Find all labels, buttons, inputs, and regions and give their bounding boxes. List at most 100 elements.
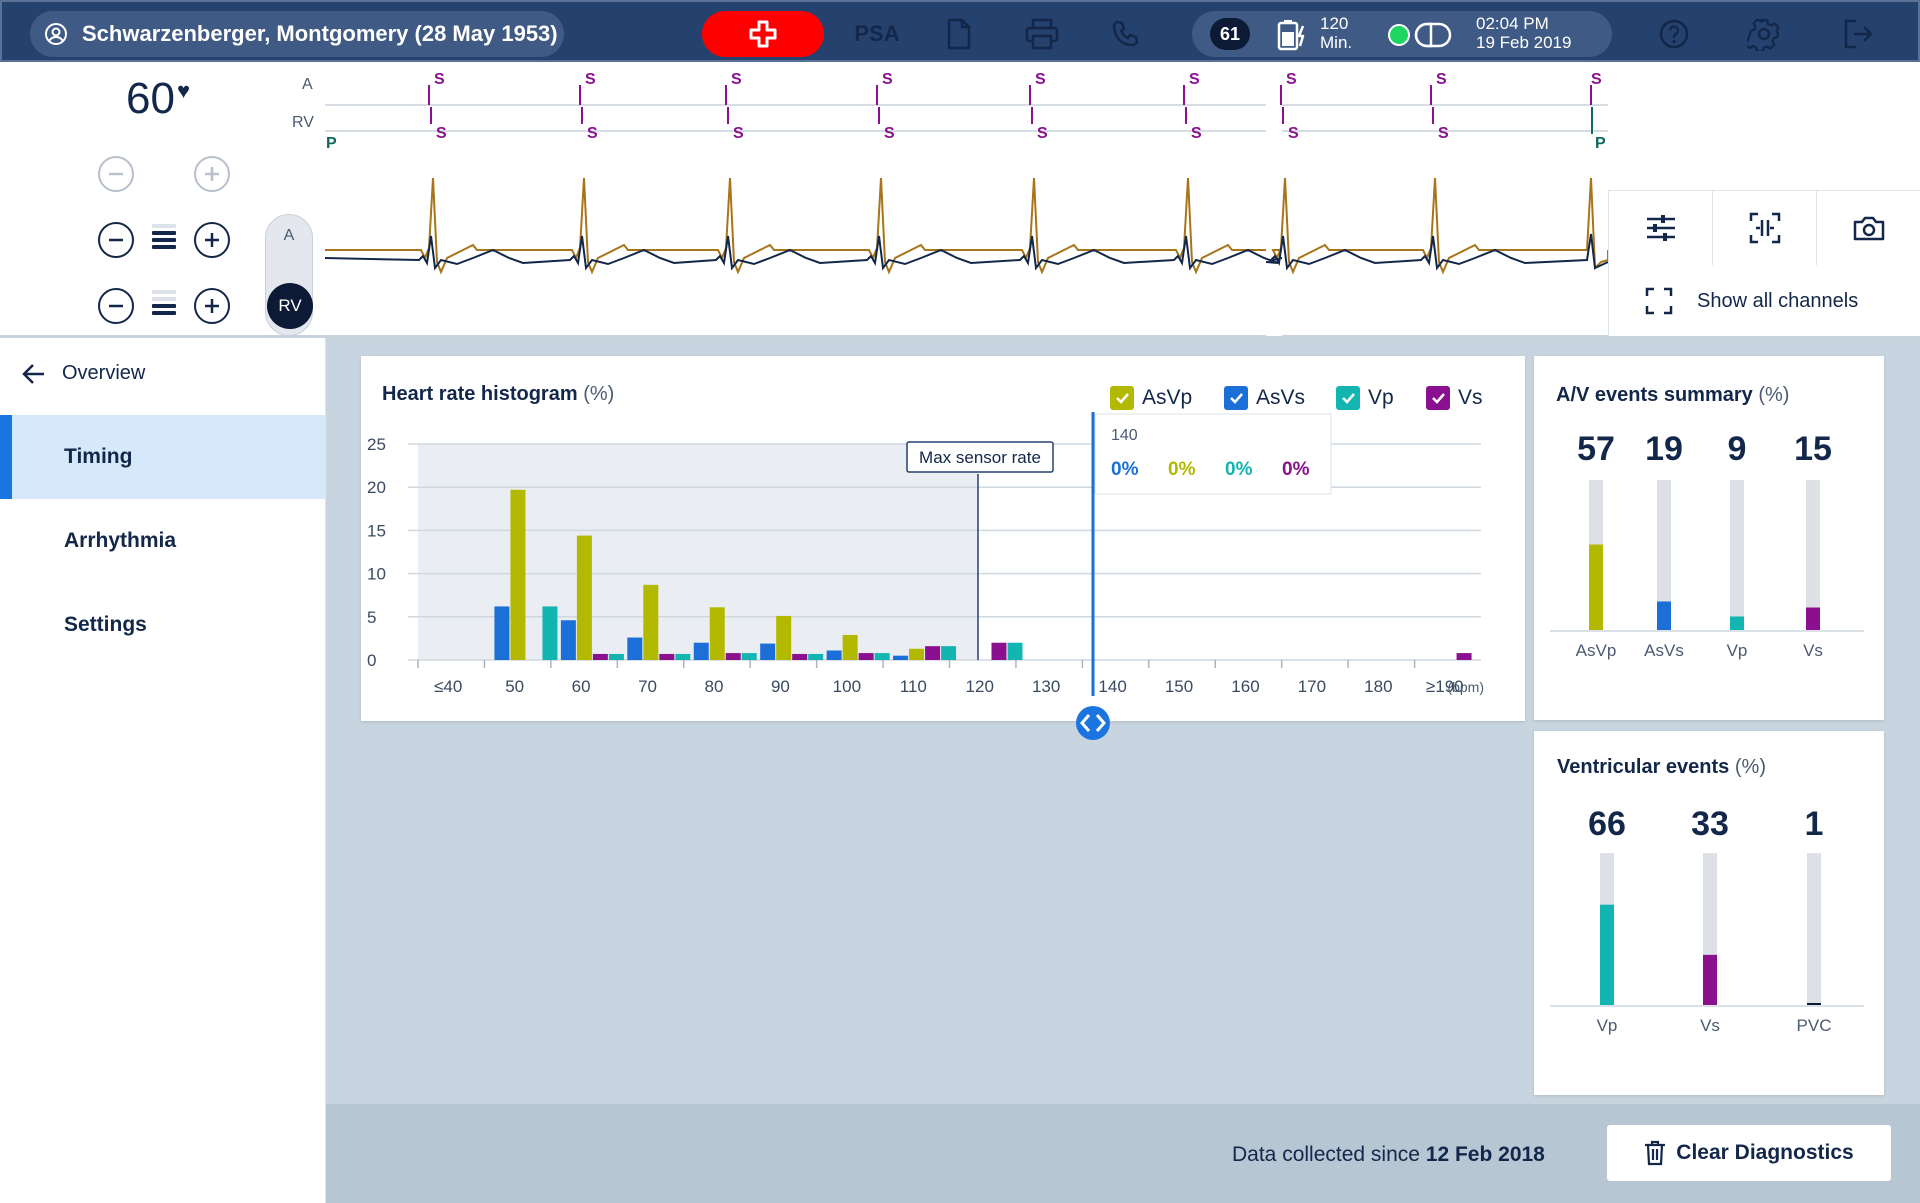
summary-bar-track (1806, 480, 1820, 630)
user-icon (44, 22, 68, 46)
help-button[interactable] (1654, 14, 1694, 54)
legend-vs[interactable]: Vs (1426, 386, 1483, 410)
toggle-icon (1414, 22, 1452, 48)
phone-button[interactable] (1106, 14, 1146, 54)
x-axis-unit: (bpm) (1447, 679, 1484, 695)
plus-icon (205, 233, 219, 247)
print-button[interactable] (1022, 14, 1062, 54)
plus-icon (205, 299, 219, 313)
sense-label-a: S (1189, 71, 1200, 88)
x-tick-label: 100 (833, 677, 861, 696)
decrease-button[interactable] (98, 288, 134, 324)
pacing-rate: 60 ♥ (126, 74, 191, 123)
ecg-trace-ii (1268, 233, 1608, 271)
summary-bar (1807, 1003, 1821, 1005)
phone-icon (1112, 20, 1139, 47)
bar-vs (925, 646, 941, 660)
bar-asvp (709, 607, 725, 660)
summary-bar (1703, 954, 1717, 1005)
sidebar-item-settings[interactable]: Settings (64, 613, 147, 636)
tooltip-rate: 140 (1111, 427, 1138, 444)
gain-level-icon (152, 290, 176, 318)
decrease-button[interactable] (98, 156, 134, 192)
bar-vp (941, 646, 957, 660)
back-to-overview[interactable]: Overview (22, 362, 145, 385)
decrease-button[interactable] (98, 222, 134, 258)
increase-button[interactable] (194, 288, 230, 324)
emergency-button[interactable] (702, 11, 824, 57)
x-tick-label: 70 (638, 677, 657, 696)
summary-bar (1600, 904, 1614, 1005)
printer-icon (1025, 18, 1059, 50)
bar-vp (874, 653, 890, 660)
channel-selector[interactable]: A RV (265, 214, 313, 336)
sidebar: Overview Timing Arrhythmia Settings (0, 338, 326, 1203)
selector-option-a[interactable]: A (283, 227, 295, 244)
bar-asvp (576, 535, 592, 660)
bar-vs (858, 653, 874, 660)
bar-vs (592, 653, 608, 660)
document-button[interactable] (939, 14, 979, 54)
sense-label-rv: S (1288, 125, 1299, 142)
logout-button[interactable] (1838, 14, 1878, 54)
sense-label-rv: S (1438, 125, 1449, 142)
settings-button[interactable] (1744, 14, 1784, 54)
bar-vp (741, 653, 757, 660)
legend-asvs[interactable]: AsVs (1224, 386, 1305, 410)
patient-name: Schwarzenberger, Montgomery (28 May 1953… (82, 21, 558, 46)
calipers-button[interactable] (1713, 191, 1817, 265)
event-count-badge: 61 (1210, 18, 1250, 50)
summary-value: 15 (1794, 430, 1832, 468)
sidebar-item-arrhythmia[interactable]: Arrhythmia (64, 529, 177, 552)
bar-vp (542, 606, 558, 660)
sense-label-rv: S (1191, 125, 1202, 142)
psa-button[interactable]: PSA (854, 21, 900, 46)
sense-label-a: S (1035, 71, 1046, 88)
sliders-icon (1646, 215, 1675, 241)
increase-button[interactable] (194, 156, 230, 192)
cursor-drag-handle (1076, 706, 1110, 740)
medical-cross-icon (749, 20, 777, 48)
bar-asvp (909, 648, 925, 660)
plus-icon (205, 167, 219, 181)
show-all-channels-button[interactable]: Show all channels (1609, 267, 1920, 335)
av-summary-chart: 57 AsVp 19 AsVs 9 Vp 15 Vs (1550, 430, 1864, 660)
bar-asvs (494, 606, 510, 660)
x-tick-label: 120 (966, 677, 994, 696)
patient-button[interactable]: Schwarzenberger, Montgomery (28 May 1953… (30, 11, 564, 57)
legend-vp[interactable]: Vp (1336, 386, 1394, 410)
sense-label-a: S (731, 71, 742, 88)
selector-option-rv[interactable]: RV (267, 283, 313, 329)
tooltip-value: 0% (1282, 459, 1310, 480)
bar-vs (991, 642, 1007, 660)
bar-vp (1007, 642, 1023, 660)
legend-asvp[interactable]: AsVp (1110, 386, 1192, 410)
summary-label: AsVp (1576, 641, 1617, 660)
bar-vp (808, 653, 824, 660)
snapshot-button[interactable] (1817, 191, 1920, 265)
bar-asvs (826, 650, 842, 660)
sense-label-rv: S (1037, 125, 1048, 142)
sense-label-rv: S (733, 125, 744, 142)
sidebar-item-timing[interactable]: Timing (0, 415, 326, 499)
minus-icon (109, 172, 123, 176)
y-tick-label: 25 (367, 435, 386, 454)
battery-time: 120 Min. (1320, 14, 1353, 52)
pace-label: P (1595, 135, 1606, 152)
histogram-title: Heart rate histogram (%) (382, 383, 615, 405)
trash-icon (1645, 1140, 1666, 1166)
x-tick-label: 170 (1298, 677, 1326, 696)
sense-label-a: S (1591, 71, 1602, 88)
adjust-button[interactable] (1609, 191, 1713, 265)
bar-asvs (893, 655, 909, 660)
ecg-toolbar: Show all channels (1608, 190, 1920, 336)
summary-value: 33 (1691, 805, 1729, 843)
document-icon (947, 18, 971, 50)
x-tick-label: 140 (1098, 677, 1126, 696)
checkbox-checked-icon (1426, 386, 1450, 410)
back-arrow-icon (22, 363, 44, 384)
increase-button[interactable] (194, 222, 230, 258)
clear-diagnostics-button[interactable]: Clear Diagnostics (1606, 1124, 1892, 1182)
checkbox-checked-icon (1224, 386, 1248, 410)
